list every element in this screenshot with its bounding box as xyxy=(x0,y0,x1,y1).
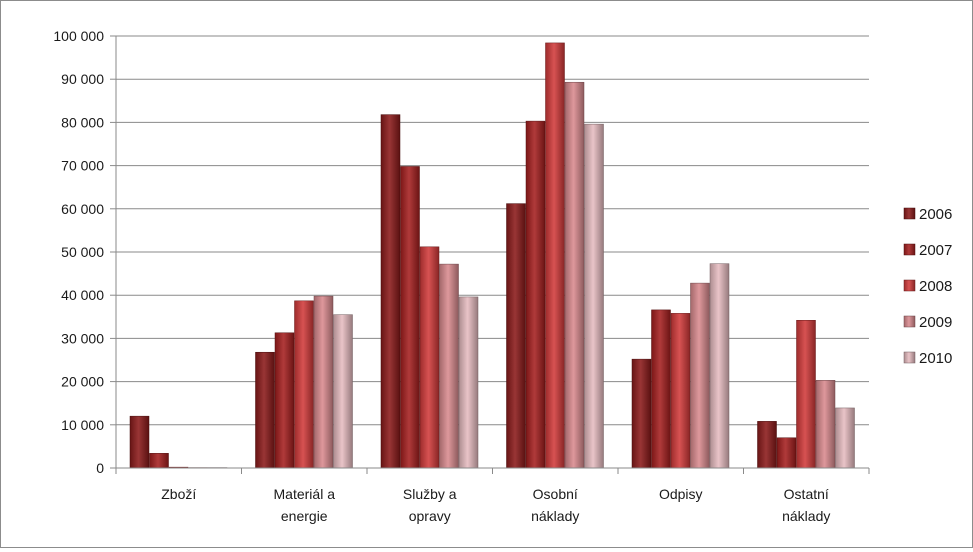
bar-2008-1 xyxy=(294,300,314,469)
legend-item-2007: 2007 xyxy=(903,242,952,259)
bar-2007-4 xyxy=(651,309,671,469)
legend-swatch xyxy=(903,279,916,292)
legend-swatch xyxy=(903,207,916,220)
y-axis-ticks: 0 10 000 20 000 30 000 40 000 50 000 60 000 70 … xyxy=(53,28,104,476)
bar-2009-3 xyxy=(564,81,585,469)
legend-item-2006: 2006 xyxy=(903,206,952,223)
bar-2006-4 xyxy=(631,358,652,469)
y-tick-label: 70 000 xyxy=(61,158,104,174)
bar-2010-3 xyxy=(584,123,604,469)
bar-2007-0 xyxy=(149,453,169,469)
bar-2010-5 xyxy=(835,407,855,469)
x-tick-label: Odpisy xyxy=(659,486,703,502)
y-tick-label: 80 000 xyxy=(61,114,104,130)
legend-item-2008: 2008 xyxy=(903,278,952,295)
y-tick-label: 0 xyxy=(96,460,104,476)
bar-2007-5 xyxy=(776,437,797,469)
y-tick-label: 60 000 xyxy=(61,201,104,217)
legend-item-2009: 2009 xyxy=(903,314,952,331)
x-tick-label: Osobní náklady xyxy=(531,486,579,524)
y-tick-label: 40 000 xyxy=(61,287,104,303)
y-tick-label: 100 000 xyxy=(53,28,104,44)
bar-2007-3 xyxy=(525,120,546,469)
bar-2010-2 xyxy=(458,296,479,469)
bar-2006-5 xyxy=(757,421,777,469)
legend-label: 2008 xyxy=(919,278,952,295)
legend-label: 2006 xyxy=(919,206,952,223)
bar-2008-5 xyxy=(796,320,816,469)
y-tick-label: 30 000 xyxy=(61,330,104,346)
bar-2006-2 xyxy=(380,114,401,469)
axes xyxy=(115,36,870,474)
legend-item-2010: 2010 xyxy=(903,350,952,367)
bar-2009-5 xyxy=(815,380,836,469)
legend-label: 2009 xyxy=(919,314,952,331)
bar-2006-1 xyxy=(255,351,275,469)
bar-2010-1 xyxy=(333,314,353,469)
bar-2008-4 xyxy=(670,313,691,469)
x-tick-label: Ostatní náklady xyxy=(782,486,830,524)
legend-swatch xyxy=(903,315,916,328)
y-tick-label: 10 000 xyxy=(61,417,104,433)
bar-2007-1 xyxy=(274,332,295,469)
bar-2009-2 xyxy=(439,263,459,469)
x-axis-labels: Zboží Materiál a energie Služby a opravy Osob… xyxy=(161,486,830,524)
bar-2008-3 xyxy=(545,42,565,469)
bars xyxy=(129,42,855,469)
bar-2008-2 xyxy=(419,246,440,469)
x-tick-label: Služby a opravy xyxy=(403,486,457,524)
bar-2009-1 xyxy=(313,295,334,469)
x-tick-label: Zboží xyxy=(161,486,196,502)
legend-swatch xyxy=(903,243,916,256)
bar-2006-0 xyxy=(129,415,150,469)
bar-2009-4 xyxy=(690,282,710,469)
legend: 2006 2007 2008 2009 2010 xyxy=(903,206,952,367)
legend-label: 2007 xyxy=(919,242,952,259)
legend-swatch xyxy=(903,351,916,364)
y-tick-label: 90 000 xyxy=(61,71,104,87)
y-tick-label: 20 000 xyxy=(61,374,104,390)
bar-2010-4 xyxy=(709,263,730,469)
bar-2006-3 xyxy=(506,203,526,469)
bar-2007-2 xyxy=(400,166,420,469)
gridlines xyxy=(110,35,869,469)
x-tick-label: Materiál a energie xyxy=(274,486,336,524)
y-tick-label: 50 000 xyxy=(61,244,104,260)
legend-label: 2010 xyxy=(919,350,952,367)
